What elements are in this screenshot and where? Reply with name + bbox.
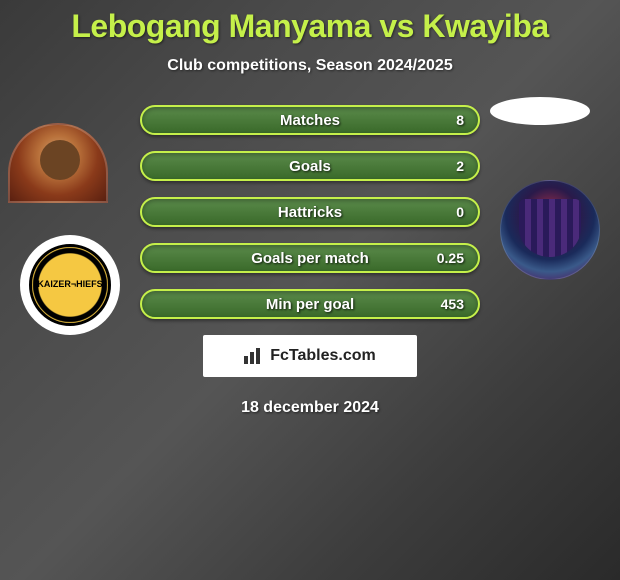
date-label: 18 december 2024 bbox=[0, 399, 620, 417]
stat-label: Goals per match bbox=[251, 250, 369, 267]
stat-label: Min per goal bbox=[266, 296, 354, 313]
player-photo-right bbox=[490, 97, 590, 125]
branding-badge: FcTables.com bbox=[203, 335, 417, 377]
club-badge-left bbox=[20, 235, 120, 335]
stats-container: Matches 8 Goals 2 Hattricks 0 Goals per … bbox=[140, 105, 480, 319]
comparison-content: Matches 8 Goals 2 Hattricks 0 Goals per … bbox=[0, 105, 620, 417]
stat-value: 453 bbox=[441, 296, 464, 312]
bar-chart-icon bbox=[244, 348, 264, 364]
subtitle: Club competitions, Season 2024/2025 bbox=[0, 57, 620, 75]
page-title: Lebogang Manyama vs Kwayiba bbox=[0, 0, 620, 45]
club-badge-right bbox=[500, 180, 600, 280]
stat-row-hattricks: Hattricks 0 bbox=[140, 197, 480, 227]
stat-label: Goals bbox=[289, 158, 331, 175]
stat-value: 8 bbox=[456, 112, 464, 128]
stat-row-min-per-goal: Min per goal 453 bbox=[140, 289, 480, 319]
stat-label: Matches bbox=[280, 112, 340, 129]
player-photo-left bbox=[8, 123, 108, 203]
stat-value: 0.25 bbox=[437, 250, 464, 266]
stat-row-goals: Goals 2 bbox=[140, 151, 480, 181]
stat-row-goals-per-match: Goals per match 0.25 bbox=[140, 243, 480, 273]
stat-row-matches: Matches 8 bbox=[140, 105, 480, 135]
branding-text: FcTables.com bbox=[270, 347, 376, 365]
stat-value: 2 bbox=[456, 158, 464, 174]
stat-label: Hattricks bbox=[278, 204, 342, 221]
stat-value: 0 bbox=[456, 204, 464, 220]
